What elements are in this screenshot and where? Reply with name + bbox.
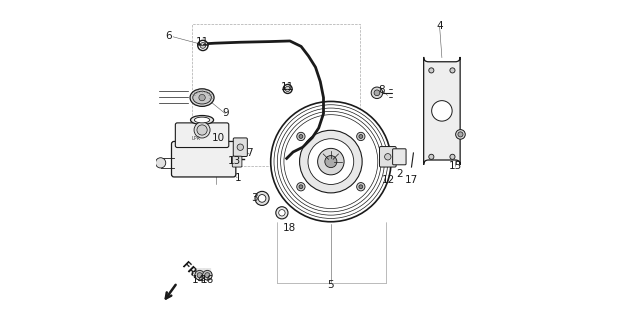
FancyBboxPatch shape (233, 138, 247, 156)
Text: LPR: LPR (192, 136, 201, 141)
Text: 13: 13 (228, 156, 242, 166)
Ellipse shape (191, 116, 213, 124)
Circle shape (258, 195, 266, 202)
Circle shape (203, 270, 212, 280)
Circle shape (456, 130, 465, 139)
Text: 8: 8 (379, 85, 386, 95)
FancyBboxPatch shape (379, 147, 396, 167)
Text: 18: 18 (283, 223, 296, 233)
Text: 14: 14 (192, 275, 205, 285)
Circle shape (205, 273, 210, 278)
Text: 11: 11 (196, 37, 209, 47)
Circle shape (195, 270, 204, 280)
FancyBboxPatch shape (175, 123, 229, 148)
Circle shape (285, 86, 290, 92)
Circle shape (255, 191, 269, 205)
Circle shape (299, 185, 303, 189)
Circle shape (281, 111, 381, 212)
Circle shape (198, 40, 208, 51)
Circle shape (279, 210, 285, 216)
Circle shape (283, 84, 292, 93)
FancyBboxPatch shape (172, 141, 236, 177)
Circle shape (374, 90, 380, 96)
Circle shape (197, 125, 207, 135)
Text: 15: 15 (449, 161, 462, 171)
Text: FR.: FR. (179, 260, 200, 281)
Circle shape (297, 132, 305, 140)
Text: 11: 11 (281, 82, 294, 92)
Circle shape (357, 132, 365, 140)
Text: 17: 17 (405, 175, 418, 185)
Circle shape (200, 43, 206, 48)
FancyBboxPatch shape (392, 149, 406, 165)
Ellipse shape (190, 89, 214, 106)
Circle shape (277, 108, 384, 215)
Text: 2: 2 (397, 169, 403, 180)
Circle shape (199, 94, 205, 101)
Text: 12: 12 (382, 175, 395, 185)
Text: 10: 10 (212, 133, 225, 143)
Text: 6: 6 (165, 31, 172, 41)
Circle shape (450, 154, 455, 159)
Circle shape (271, 101, 391, 222)
Text: 4: 4 (437, 21, 443, 31)
Circle shape (450, 68, 455, 73)
Text: 1: 1 (235, 172, 241, 183)
Circle shape (299, 134, 303, 138)
Circle shape (237, 144, 244, 150)
Circle shape (317, 148, 344, 175)
Text: 9: 9 (222, 108, 228, 118)
Text: 16: 16 (201, 275, 214, 285)
Circle shape (284, 115, 378, 209)
Circle shape (297, 183, 305, 191)
Circle shape (432, 101, 452, 121)
Circle shape (429, 154, 434, 159)
Circle shape (194, 122, 210, 138)
Ellipse shape (194, 117, 209, 123)
Circle shape (274, 105, 387, 219)
Circle shape (357, 183, 365, 191)
Circle shape (276, 207, 288, 219)
Text: 7: 7 (246, 148, 253, 158)
Circle shape (300, 130, 362, 193)
Circle shape (308, 139, 354, 184)
Circle shape (385, 154, 391, 160)
FancyBboxPatch shape (232, 156, 242, 167)
Circle shape (371, 87, 382, 99)
Circle shape (359, 185, 363, 189)
Text: 5: 5 (327, 280, 334, 291)
Circle shape (458, 132, 463, 137)
Circle shape (155, 158, 166, 168)
Circle shape (197, 273, 202, 278)
Text: 3: 3 (251, 193, 257, 203)
Ellipse shape (193, 91, 211, 104)
FancyBboxPatch shape (423, 57, 460, 165)
Circle shape (429, 68, 434, 73)
Circle shape (325, 156, 337, 168)
Circle shape (359, 134, 363, 138)
